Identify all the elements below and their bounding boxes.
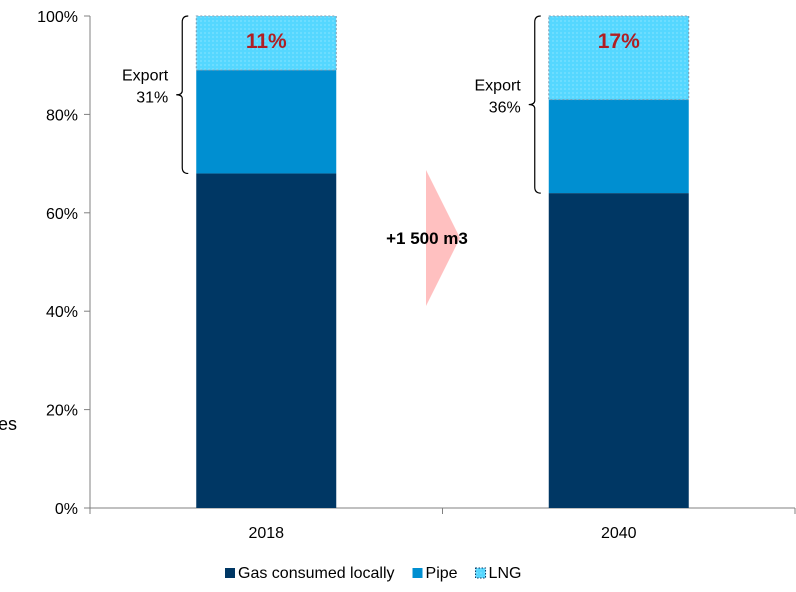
legend-swatch — [225, 568, 235, 578]
bar-segment-lng — [195, 15, 337, 71]
x-tick-label: 2040 — [601, 525, 637, 542]
export-label: Export — [122, 68, 169, 85]
export-value: 31% — [136, 90, 168, 107]
export-bracket — [176, 15, 189, 175]
lng-share-label: 17% — [598, 30, 640, 53]
legend-label: Gas consumed locally — [238, 565, 395, 582]
y-tick-label: 0% — [55, 501, 78, 518]
x-tick-label: 2018 — [248, 525, 284, 542]
y-tick-label: 80% — [46, 107, 78, 124]
legend: Gas consumed locally Pipe LNG — [225, 565, 521, 582]
clipped-left-text: es — [0, 414, 17, 434]
lng-share-label: 11% — [246, 30, 287, 53]
bar-segment-gas-consumed-locally — [548, 193, 689, 508]
bar-segment-lng — [548, 15, 690, 101]
bar-segment-gas-consumed-locally — [196, 173, 337, 508]
bar-segment-pipe — [548, 99, 689, 194]
legend-label: LNG — [489, 565, 522, 582]
y-tick-label: 20% — [46, 403, 78, 420]
legend-label: Pipe — [426, 565, 458, 582]
y-tick-label: 60% — [46, 206, 78, 223]
legend-swatch — [412, 568, 423, 578]
bars-group — [195, 15, 690, 508]
growth-arrow-shape — [426, 170, 460, 306]
legend-swatch — [475, 567, 487, 579]
annotations-group: 2018 11% Export 31% 2040 17% Export 36% — [122, 15, 640, 542]
export-label: Export — [475, 78, 522, 95]
export-value: 36% — [489, 100, 521, 117]
y-tick-label: 100% — [37, 9, 78, 26]
y-tick-label: 40% — [46, 304, 78, 321]
bar-segment-pipe — [196, 70, 337, 174]
growth-arrow-label: +1 500 m3 — [386, 229, 468, 248]
export-bracket — [528, 15, 541, 194]
